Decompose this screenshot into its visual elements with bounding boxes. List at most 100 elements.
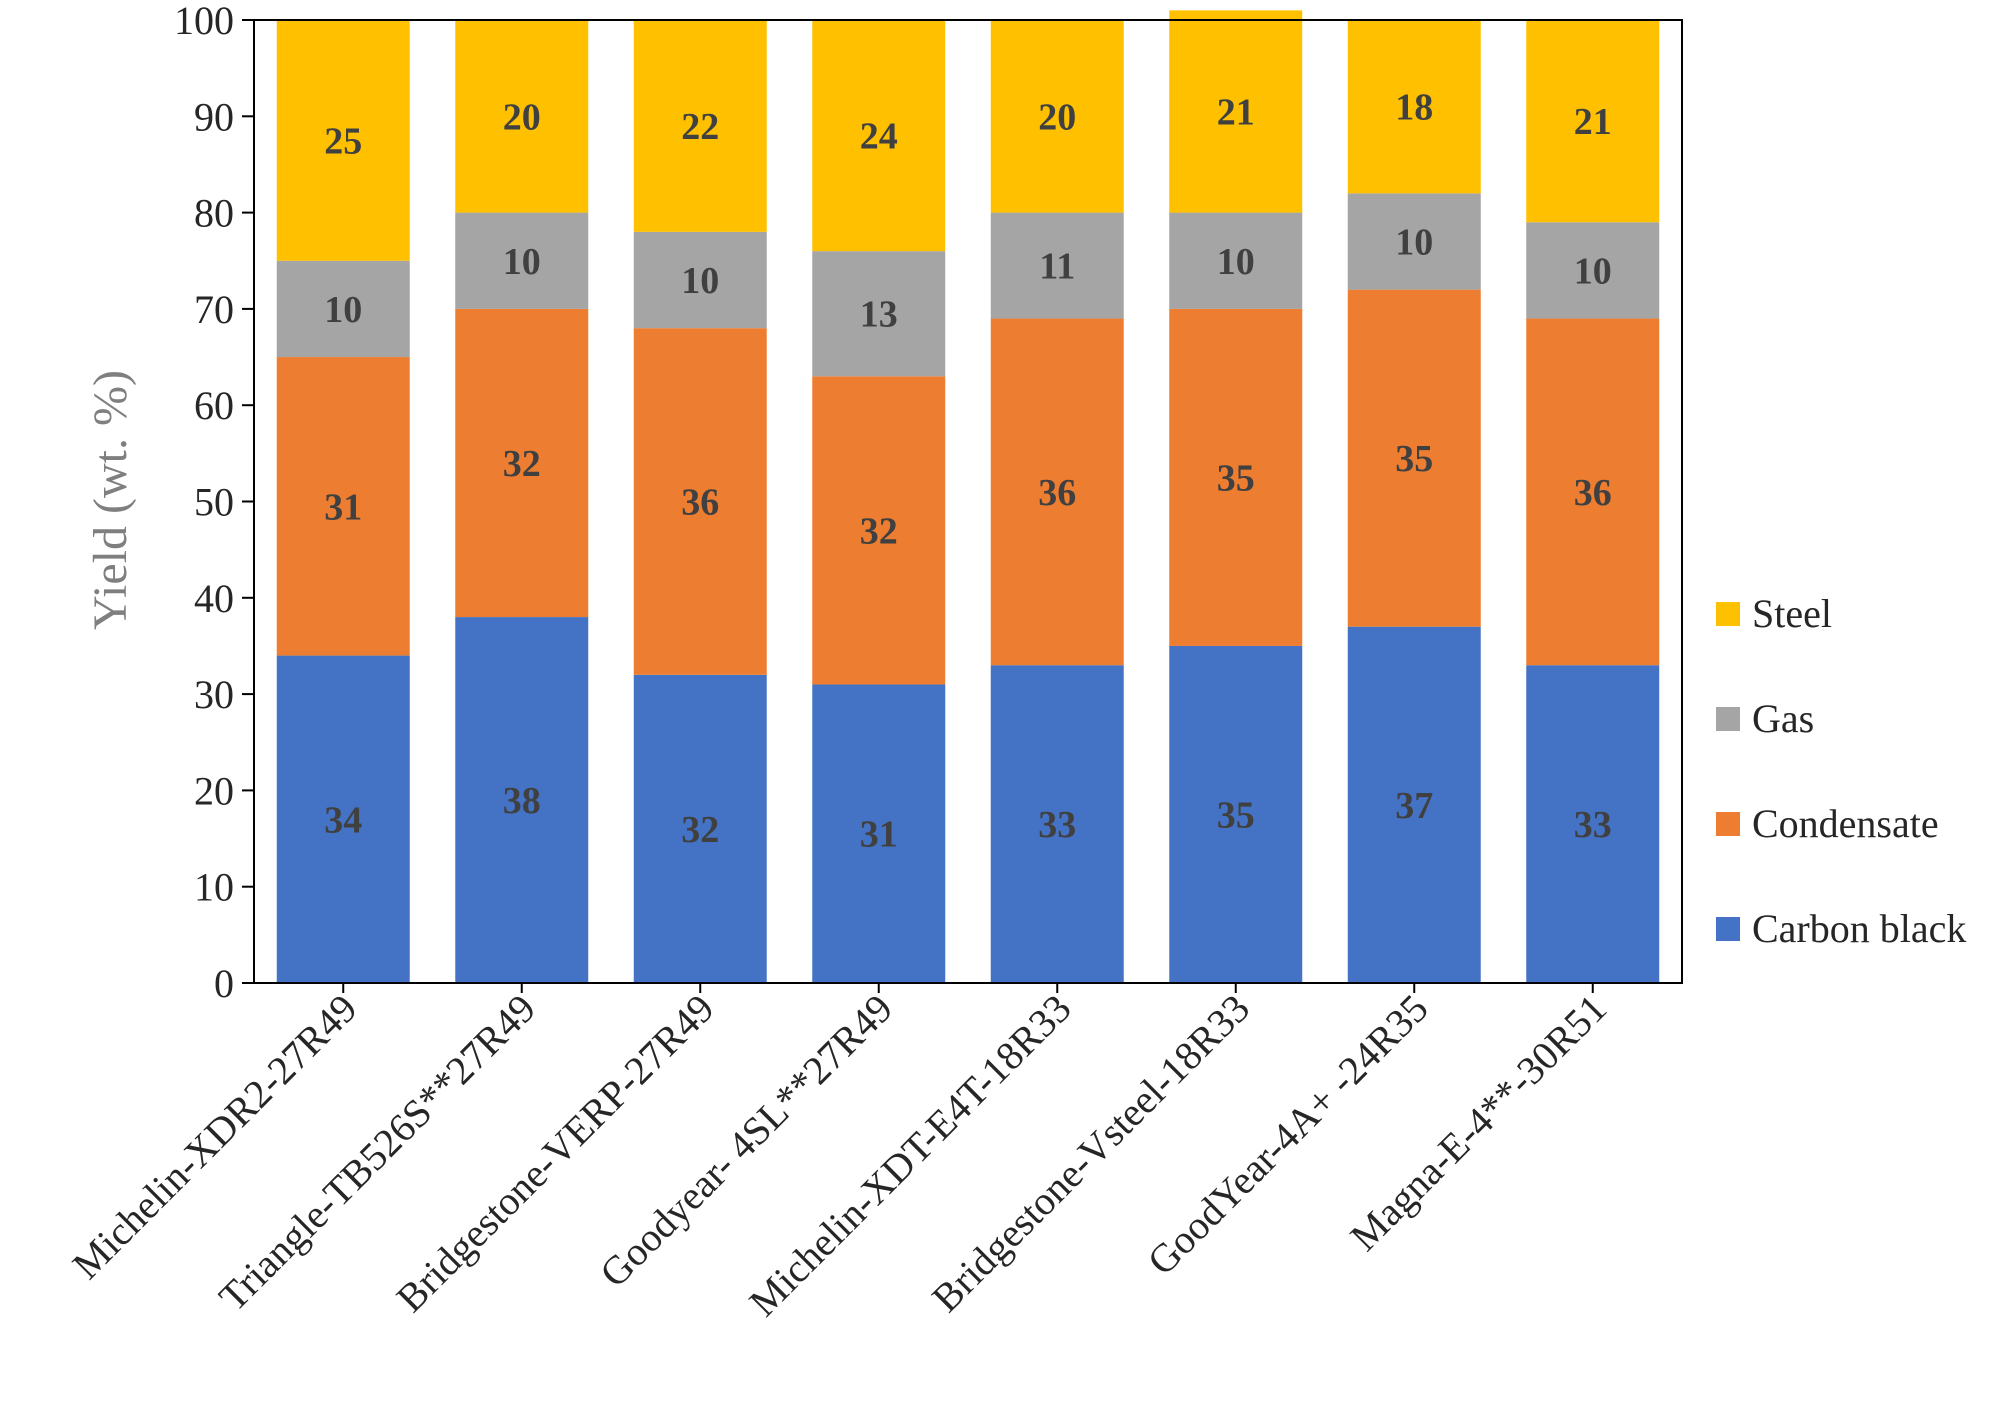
bar-steel xyxy=(1347,20,1481,194)
bar-carbon-black xyxy=(633,674,767,983)
bar-gas xyxy=(1347,193,1481,290)
y-axis-ticks: 0 10 20 30 40 50 60 70 80 90 100 xyxy=(174,0,254,1006)
bar-carbon-black xyxy=(1169,645,1303,983)
data-label: 20 xyxy=(503,96,541,138)
data-label: 10 xyxy=(1217,241,1255,283)
legend-swatch xyxy=(1716,602,1740,626)
x-category-label: Triangle-TB526S**27R49 xyxy=(210,986,544,1320)
y-tick-label: 100 xyxy=(174,0,234,43)
bar-condensate xyxy=(1526,318,1660,666)
data-label: 37 xyxy=(1395,785,1433,827)
bar-steel xyxy=(1526,20,1660,223)
bars xyxy=(276,10,1660,983)
data-label: 36 xyxy=(1038,472,1076,514)
legend-label: Carbon black xyxy=(1752,906,1966,951)
data-label: 13 xyxy=(860,294,898,336)
x-category-label: Michelin-XDT-E4T-18R33 xyxy=(740,986,1079,1325)
legend-label: Gas xyxy=(1752,696,1814,741)
bar-carbon-black xyxy=(1526,665,1660,983)
x-category-label: Goodyear- 4SL**27R49 xyxy=(591,986,901,1296)
y-axis-label-group: Yield (wt. %) xyxy=(84,370,137,630)
legend-label: Steel xyxy=(1752,591,1832,636)
data-label: 21 xyxy=(1217,91,1255,133)
data-label: 10 xyxy=(681,260,719,302)
bar-condensate xyxy=(1169,308,1303,646)
data-label: 32 xyxy=(860,510,898,552)
data-label: 24 xyxy=(860,116,898,158)
legend-swatch xyxy=(1716,917,1740,941)
data-label: 11 xyxy=(1039,246,1075,288)
y-tick-label: 20 xyxy=(194,768,234,813)
data-label: 34 xyxy=(324,799,362,841)
data-label: 25 xyxy=(324,120,362,162)
x-axis-categories: Michelin-XDR2-27R49Triangle-TB526S**27R4… xyxy=(64,983,1615,1325)
bar-carbon-black xyxy=(1347,626,1481,983)
y-tick-label: 70 xyxy=(194,287,234,332)
bar-gas xyxy=(1526,222,1660,319)
bar-gas xyxy=(276,260,410,358)
data-label: 32 xyxy=(681,809,719,851)
bar-carbon-black xyxy=(455,617,589,983)
bar-steel xyxy=(633,20,767,232)
bar-gas xyxy=(633,231,767,329)
legend-swatch xyxy=(1716,812,1740,836)
plot-frame xyxy=(253,19,1683,984)
bar-gas xyxy=(1169,212,1303,309)
segment-labels: 34 31 10 25 38 32 10 20 32 36 10 22 31 32 13 24 33 36 11 20… xyxy=(324,87,1612,856)
y-tick-label: 90 xyxy=(194,94,234,139)
data-label: 22 xyxy=(681,106,719,148)
data-label: 31 xyxy=(324,486,362,528)
y-tick-label: 10 xyxy=(194,865,234,910)
y-tick-label: 40 xyxy=(194,576,234,621)
y-tick-label: 30 xyxy=(194,672,234,717)
x-category-label: Bridgestone-Vsteel-18R33 xyxy=(923,986,1258,1321)
bar-steel xyxy=(1169,10,1303,213)
bar-carbon-black xyxy=(276,655,410,983)
bar-gas xyxy=(812,251,946,377)
data-label: 31 xyxy=(860,814,898,856)
bar-gas xyxy=(990,212,1124,319)
bar-condensate xyxy=(276,357,410,656)
data-label: 20 xyxy=(1038,96,1076,138)
y-tick-label: 50 xyxy=(194,480,234,525)
data-label: 10 xyxy=(324,289,362,331)
y-tick-label: 0 xyxy=(214,961,234,1006)
legend-swatch xyxy=(1716,707,1740,731)
bar-gas xyxy=(455,212,589,309)
bar-condensate xyxy=(633,328,767,675)
data-label: 10 xyxy=(1574,250,1612,292)
data-label: 35 xyxy=(1217,794,1255,836)
data-label: 18 xyxy=(1395,87,1433,129)
data-label: 10 xyxy=(1395,221,1433,263)
bar-steel xyxy=(990,20,1124,213)
data-label: 36 xyxy=(1574,472,1612,514)
data-label: 35 xyxy=(1395,438,1433,480)
y-tick-label: 60 xyxy=(194,383,234,428)
data-label: 36 xyxy=(681,482,719,524)
plot-area-border xyxy=(253,19,1683,984)
bar-carbon-black xyxy=(990,665,1124,983)
bar-carbon-black xyxy=(812,684,946,983)
bar-condensate xyxy=(455,308,589,618)
bar-condensate xyxy=(990,318,1124,666)
data-label: 33 xyxy=(1574,804,1612,846)
data-label: 21 xyxy=(1574,101,1612,143)
x-category-label: Michelin-XDR2-27R49 xyxy=(64,986,366,1288)
x-category-label: Bridgestone-VERP-27R49 xyxy=(388,986,723,1321)
bar-condensate xyxy=(812,376,946,685)
data-label: 38 xyxy=(503,780,541,822)
data-label: 32 xyxy=(503,443,541,485)
y-tick-label: 80 xyxy=(194,191,234,236)
bar-condensate xyxy=(1347,289,1481,627)
bar-steel xyxy=(812,20,946,252)
data-label: 33 xyxy=(1038,804,1076,846)
bar-steel xyxy=(455,20,589,213)
legend-label: Condensate xyxy=(1752,801,1939,846)
legend: Steel Gas Condensate Carbon black xyxy=(1716,591,1966,951)
data-label: 10 xyxy=(503,241,541,283)
y-axis-title: Yield (wt. %) xyxy=(84,370,137,630)
bar-steel xyxy=(276,20,410,261)
data-label: 35 xyxy=(1217,457,1255,499)
